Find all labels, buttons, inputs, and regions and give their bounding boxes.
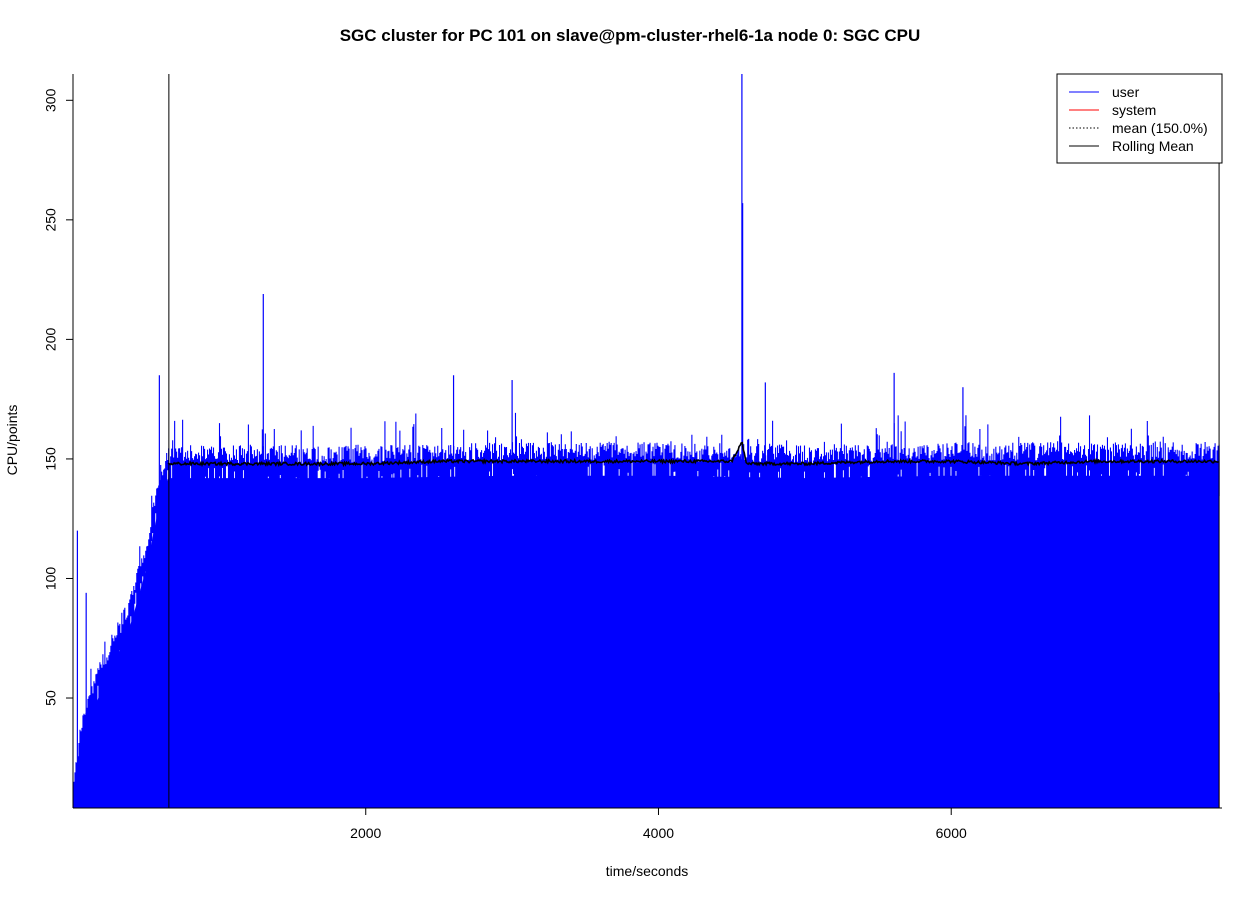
user-trace — [73, 412, 1220, 808]
user-series — [73, 74, 1220, 808]
legend-label: mean (150.0%) — [1112, 120, 1208, 136]
x-tick-label: 6000 — [936, 825, 967, 841]
legend-label: user — [1112, 84, 1140, 100]
x-tick-label: 4000 — [643, 825, 674, 841]
y-tick-label: 50 — [43, 690, 59, 706]
overlay-lines — [167, 74, 1220, 808]
rolling-mean-line — [167, 441, 1219, 468]
x-tick-label: 2000 — [350, 825, 381, 841]
y-tick-label: 200 — [43, 327, 59, 351]
legend: user system mean (150.0%) Rolling Mean — [1056, 73, 1223, 164]
legend-label: system — [1112, 102, 1156, 118]
legend-box — [1056, 73, 1223, 164]
y-tick-label: 150 — [43, 447, 59, 471]
legend-label: Rolling Mean — [1112, 138, 1194, 154]
y-tick-label: 300 — [43, 88, 59, 112]
chart-title: SGC cluster for PC 101 on slave@pm-clust… — [339, 26, 921, 45]
y-tick-label: 100 — [43, 567, 59, 591]
axes: 50 100 150 200 250 300 2000 4000 6000 — [43, 74, 1222, 841]
y-tick-label: 250 — [43, 208, 59, 232]
x-axis-label: time/seconds — [605, 863, 689, 879]
